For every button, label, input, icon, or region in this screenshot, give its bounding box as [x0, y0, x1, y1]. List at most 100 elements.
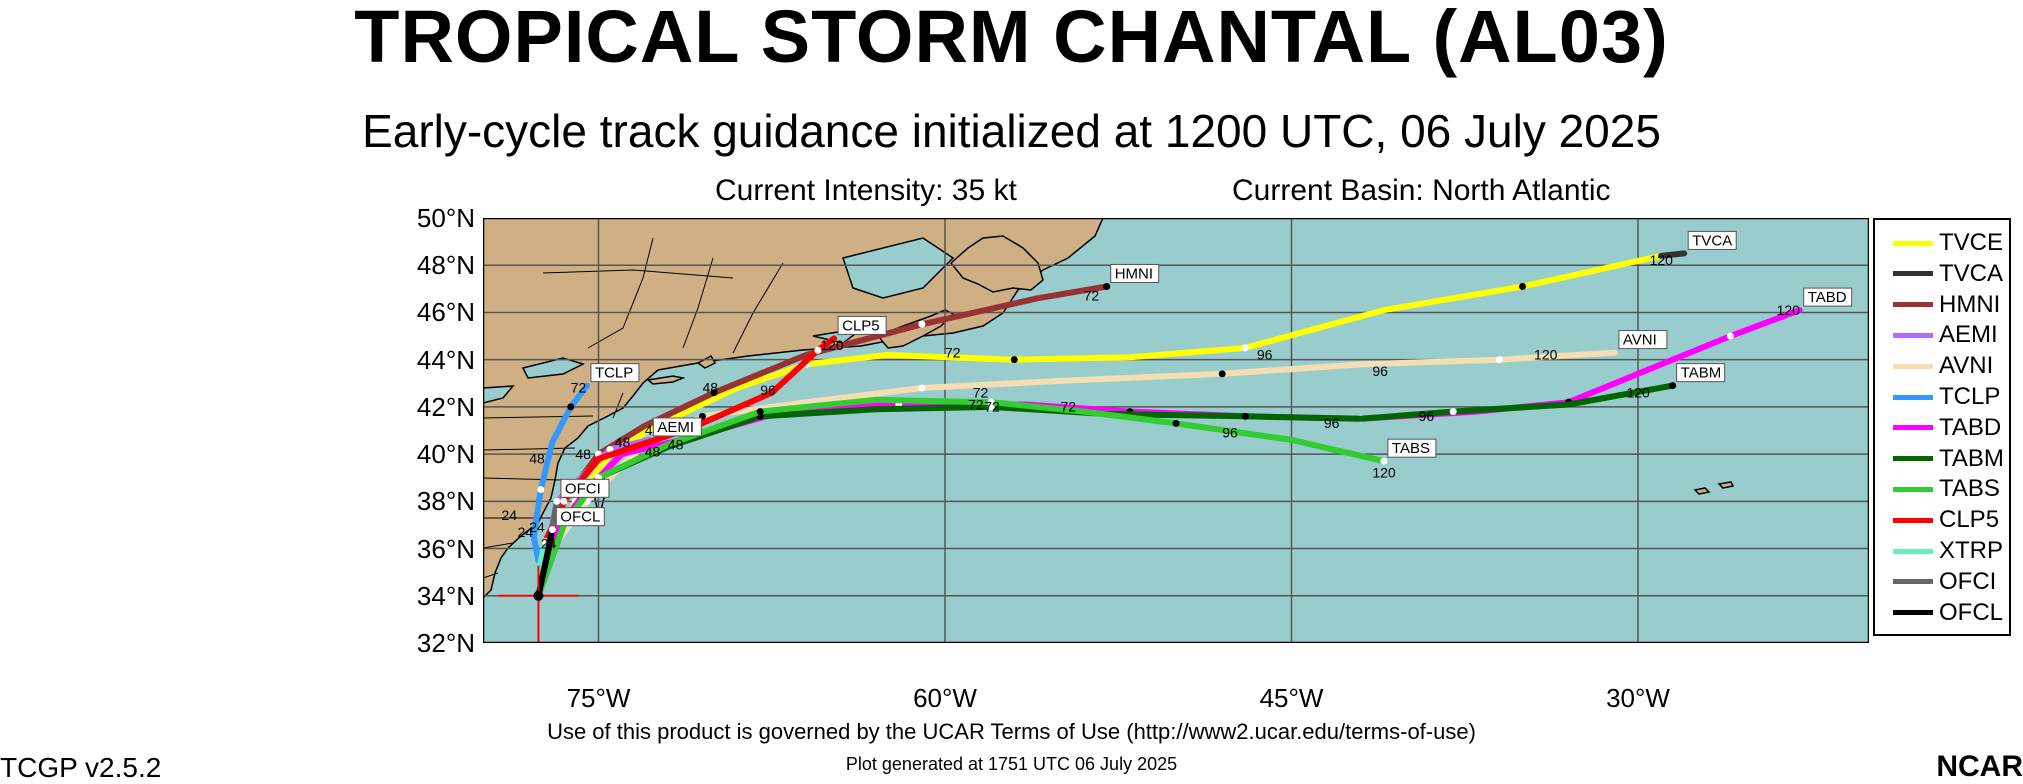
- track-tclp: [530, 382, 590, 564]
- svg-text:TVCA: TVCA: [1692, 232, 1732, 249]
- azores: [1693, 481, 1735, 495]
- chart-title: TROPICAL STORM CHANTAL (AL03): [354, 0, 1669, 78]
- lat-label-4: 40°N: [416, 439, 475, 470]
- end-label-avni: AVNI: [1618, 330, 1668, 350]
- track-point-tabs-4: [756, 408, 764, 416]
- legend-item-tabs: TABS: [1893, 474, 2000, 504]
- hour-label-12: 96: [760, 382, 776, 398]
- legend-swatch: [1893, 517, 1933, 523]
- lon-label-1: 60°W: [913, 683, 977, 713]
- legend-label: CLP5: [1939, 506, 2000, 534]
- track-point-tvce-8: [1010, 356, 1018, 364]
- track-point-avni-8: [1218, 370, 1226, 378]
- legend-label: TVCA: [1939, 259, 2004, 287]
- track-point-tabm-8: [1241, 412, 1249, 420]
- legend-item-tvce: TVCE: [1893, 228, 2003, 258]
- hour-label-22: 96: [1222, 425, 1238, 441]
- legend-label: TABM: [1939, 444, 2004, 472]
- legend-label: OFCL: [1939, 598, 2004, 626]
- hour-label-3: 24: [518, 524, 534, 540]
- hour-label-9: 48: [668, 436, 684, 452]
- current-intensity: Current Intensity: 35 kt: [715, 174, 1017, 207]
- legend-item-hmni: HMNI: [1893, 290, 2000, 320]
- hour-label-18: 72: [984, 399, 1000, 415]
- track-point-hmni-6: [918, 320, 926, 328]
- end-label-ofcl: OFCL: [555, 507, 605, 527]
- hour-label-1: 48: [529, 451, 545, 467]
- legend-label: TABS: [1939, 475, 2000, 503]
- track-point-ofcl-2: [548, 526, 556, 534]
- hour-label-4: 24: [541, 536, 557, 552]
- legend-swatch: [1893, 394, 1933, 400]
- legend-swatch: [1893, 363, 1933, 369]
- lat-label-0: 32°N: [416, 628, 475, 658]
- track-point-tclp-4: [567, 403, 575, 411]
- terms-of-use: Use of this product is governed by the U…: [547, 719, 1476, 744]
- legend-swatch: [1893, 456, 1933, 462]
- end-label-clp5: CLP5: [837, 315, 887, 335]
- track-point-tvce-12: [1519, 282, 1526, 290]
- end-label-tabd: TABD: [1803, 287, 1853, 307]
- hour-label-20: 96: [1257, 347, 1273, 363]
- legend-label: TCLP: [1939, 383, 2001, 410]
- hour-label-5: 24: [529, 519, 545, 535]
- track-point-tabs-6: [987, 398, 995, 406]
- track-point-tabs-10: [1380, 457, 1388, 465]
- hour-label-15: 72: [945, 344, 961, 360]
- legend-item-tvca: TVCA: [1893, 259, 2003, 289]
- lat-label-3: 38°N: [416, 486, 475, 517]
- legend-swatch: [1893, 271, 1933, 277]
- hour-label-24: 96: [1419, 408, 1435, 424]
- hour-label-23: 96: [1324, 415, 1340, 431]
- legend-item-tabm: TABM: [1893, 444, 2004, 474]
- track-point-hmni-8: [1103, 282, 1111, 290]
- legend-swatch: [1893, 579, 1933, 585]
- model-end-labels: TVCA HMNI AEMI AVNI TCLP TABD TABM TABS CLP5 OFCI…: [555, 230, 1853, 527]
- end-label-hmni: HMNI: [1110, 263, 1160, 283]
- hour-label-6: 48: [575, 446, 591, 462]
- legend-label: AVNI: [1939, 352, 1994, 380]
- lon-label-0: 75°W: [566, 683, 631, 713]
- track-point-avni-6: [918, 384, 926, 392]
- track-tvca: [1658, 250, 1688, 259]
- legend-swatch: [1893, 548, 1933, 554]
- hour-label-17: 72: [968, 396, 984, 412]
- storm-center: [533, 590, 544, 601]
- end-label-ofci: OFCI: [560, 478, 610, 498]
- legend-label: OFCI: [1939, 567, 1997, 595]
- lat-label-1: 34°N: [416, 580, 475, 611]
- legend-label: TVCE: [1939, 229, 2004, 256]
- plot-generated-time: Plot generated at 1751 UTC 06 July 2025: [845, 754, 1178, 774]
- svg-text:OFCI: OFCI: [565, 480, 601, 497]
- legend-item-avni: AVNI: [1893, 351, 1993, 381]
- end-label-tabm: TABM: [1676, 363, 1726, 383]
- gulf-of-st-lawrence: [842, 237, 955, 299]
- legend-swatch: [1893, 332, 1933, 338]
- legend-label: HMNI: [1939, 290, 2001, 318]
- hour-label-10: 48: [645, 443, 661, 459]
- end-label-tabs: TABS: [1387, 438, 1437, 458]
- boundaries: [483, 237, 784, 579]
- hour-label-13: 120: [820, 337, 844, 353]
- track-point-aemi-2: [606, 445, 614, 453]
- track-point-tabm-10: [1449, 408, 1457, 416]
- track-point-hmni-4: [710, 389, 718, 397]
- hour-label-8: 48: [615, 434, 631, 450]
- track-point-avni-10: [1495, 356, 1503, 364]
- legend-item-ofci: OFCI: [1893, 567, 1996, 597]
- lon-label-3: 30°W: [1606, 683, 1670, 713]
- track-point-tclp-2: [537, 486, 545, 494]
- track-point-clp5-6: [814, 346, 822, 354]
- legend-swatch: [1893, 302, 1933, 308]
- current-basin: Current Basin: North Atlantic: [1232, 174, 1611, 207]
- track-point-tabs-8: [1172, 419, 1180, 427]
- storm-position-marker: [498, 565, 579, 643]
- legend-swatch: [1893, 240, 1933, 246]
- svg-text:TABS: TABS: [1392, 440, 1430, 457]
- graticule: [483, 218, 1869, 643]
- hour-label-27: 120: [1372, 465, 1396, 481]
- hour-label-21: 96: [1372, 363, 1388, 379]
- track-point-tvce-10: [1241, 344, 1249, 352]
- svg-text:CLP5: CLP5: [842, 317, 880, 334]
- legend-label: TABD: [1939, 413, 2002, 441]
